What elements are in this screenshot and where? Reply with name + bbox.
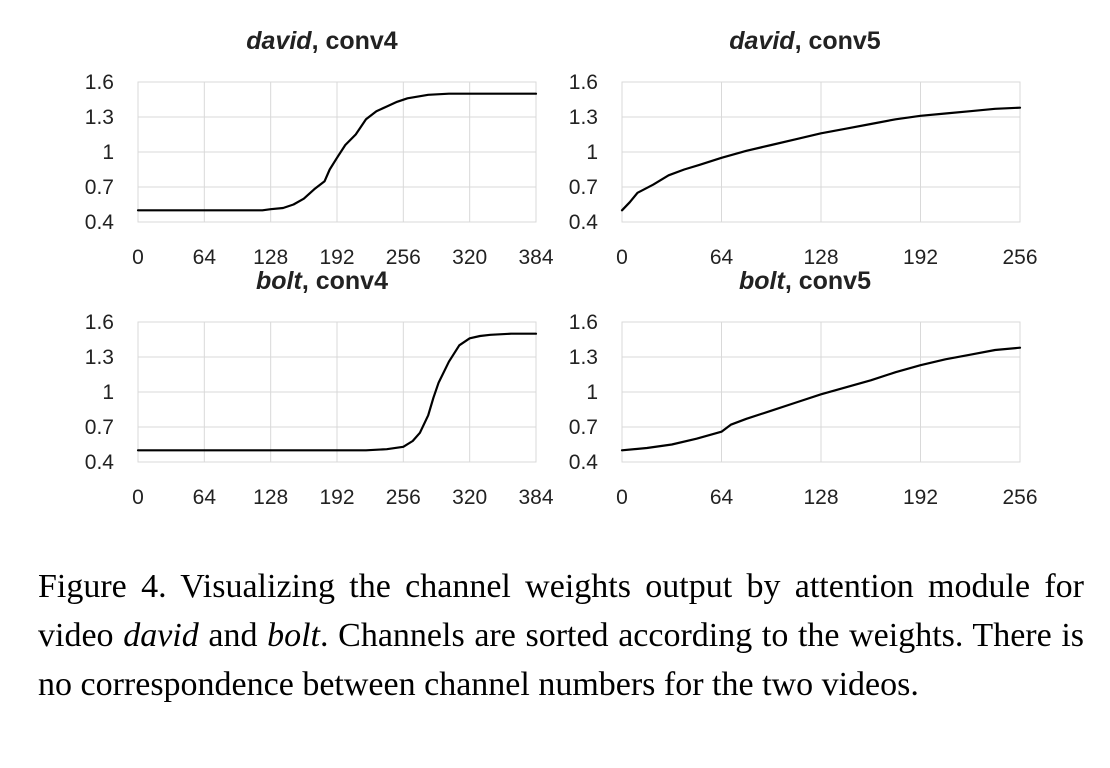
- y-tick-label: 1.3: [569, 106, 598, 129]
- y-tick-label: 1.6: [569, 311, 598, 334]
- chart-david-conv5: 0 64 128 192 256 0.4 0.7 1 1.3 1.6 david, conv5: [569, 27, 1038, 269]
- x-tick-label: 384: [518, 486, 553, 509]
- series-line: [620, 106, 1022, 212]
- x-tick-label: 256: [386, 486, 421, 509]
- y-tick-label: 0.7: [85, 176, 114, 199]
- x-tick-label: 128: [253, 246, 288, 269]
- series-line: [136, 332, 538, 452]
- x-tick-label: 0: [132, 486, 144, 509]
- y-tick-label: 1.3: [569, 346, 598, 369]
- x-tick-label: 0: [132, 246, 144, 269]
- series-line: [620, 346, 1022, 452]
- caption-italic-david: david: [123, 617, 199, 654]
- chart-title-italic: david: [729, 27, 795, 55]
- y-tick-label: 0.7: [85, 416, 114, 439]
- caption-text-1: Figure 4. Visualizing the channel weight…: [38, 568, 1084, 654]
- chart-title-italic: bolt: [256, 267, 303, 295]
- y-tick-label: 1.6: [85, 311, 114, 334]
- y-tick-label: 1.3: [85, 106, 114, 129]
- y-tick-label: 0.7: [569, 416, 598, 439]
- y-tick-label: 0.7: [569, 176, 598, 199]
- chart-title-italic: bolt: [739, 267, 786, 295]
- x-tick-label: 64: [193, 486, 217, 509]
- caption-text-3: . Channels are sorted according to the w…: [38, 617, 1085, 703]
- x-tick-label: 256: [1002, 486, 1037, 509]
- chart-bolt-conv4: 0 64 128 192 256 320 384 0.4 0.7 1 1.3 1.6 bolt, con…: [85, 267, 554, 509]
- x-tick-label: 0: [616, 246, 628, 269]
- chart-title-rest: , conv5: [785, 267, 871, 295]
- x-tick-label: 0: [616, 486, 628, 509]
- series-line: [136, 92, 538, 212]
- x-tick-label: 128: [253, 486, 288, 509]
- x-tick-label: 128: [803, 486, 838, 509]
- y-tick-label: 1: [102, 381, 114, 404]
- chart-david-conv4: 0 64 128 192 256 320 384 0.4 0.7 1 1.3 1.6 david, co…: [85, 27, 554, 269]
- figure-caption: Figure 4. Visualizing the channel weight…: [38, 562, 1084, 709]
- y-tick-label: 0.4: [569, 211, 599, 234]
- y-tick-label: 1.6: [85, 71, 114, 94]
- x-tick-label: 192: [319, 486, 354, 509]
- x-tick-label: 384: [518, 246, 553, 269]
- chart-title-rest: , conv5: [795, 27, 881, 55]
- x-tick-label: 192: [319, 246, 354, 269]
- y-tick-label: 1: [586, 141, 598, 164]
- y-tick-label: 1: [586, 381, 598, 404]
- chart-title-rest: , conv4: [302, 267, 388, 295]
- chart-title: bolt, conv5: [739, 267, 871, 295]
- y-tick-label: 1: [102, 141, 114, 164]
- y-tick-label: 1.6: [569, 71, 598, 94]
- x-tick-label: 256: [1002, 246, 1037, 269]
- x-tick-label: 320: [452, 246, 487, 269]
- y-tick-label: 1.3: [85, 346, 114, 369]
- x-tick-label: 64: [710, 246, 734, 269]
- x-tick-label: 64: [710, 486, 734, 509]
- chart-title-rest: , conv4: [312, 27, 398, 55]
- chart-bolt-conv5: 0 64 128 192 256 0.4 0.7 1 1.3 1.6 bolt, conv5: [569, 267, 1038, 509]
- x-tick-label: 192: [903, 246, 938, 269]
- chart-title: bolt, conv4: [256, 267, 388, 295]
- x-tick-label: 128: [803, 246, 838, 269]
- x-tick-label: 256: [386, 246, 421, 269]
- chart-title: david, conv4: [246, 27, 398, 55]
- x-tick-label: 192: [903, 486, 938, 509]
- chart-title: david, conv5: [729, 27, 881, 55]
- caption-italic-bolt: bolt: [267, 617, 321, 654]
- caption-text-2: and: [198, 617, 268, 654]
- x-tick-label: 64: [193, 246, 217, 269]
- y-tick-label: 0.4: [85, 451, 115, 474]
- y-tick-label: 0.4: [569, 451, 599, 474]
- x-tick-label: 320: [452, 486, 487, 509]
- chart-title-italic: david: [246, 27, 312, 55]
- y-tick-label: 0.4: [85, 211, 115, 234]
